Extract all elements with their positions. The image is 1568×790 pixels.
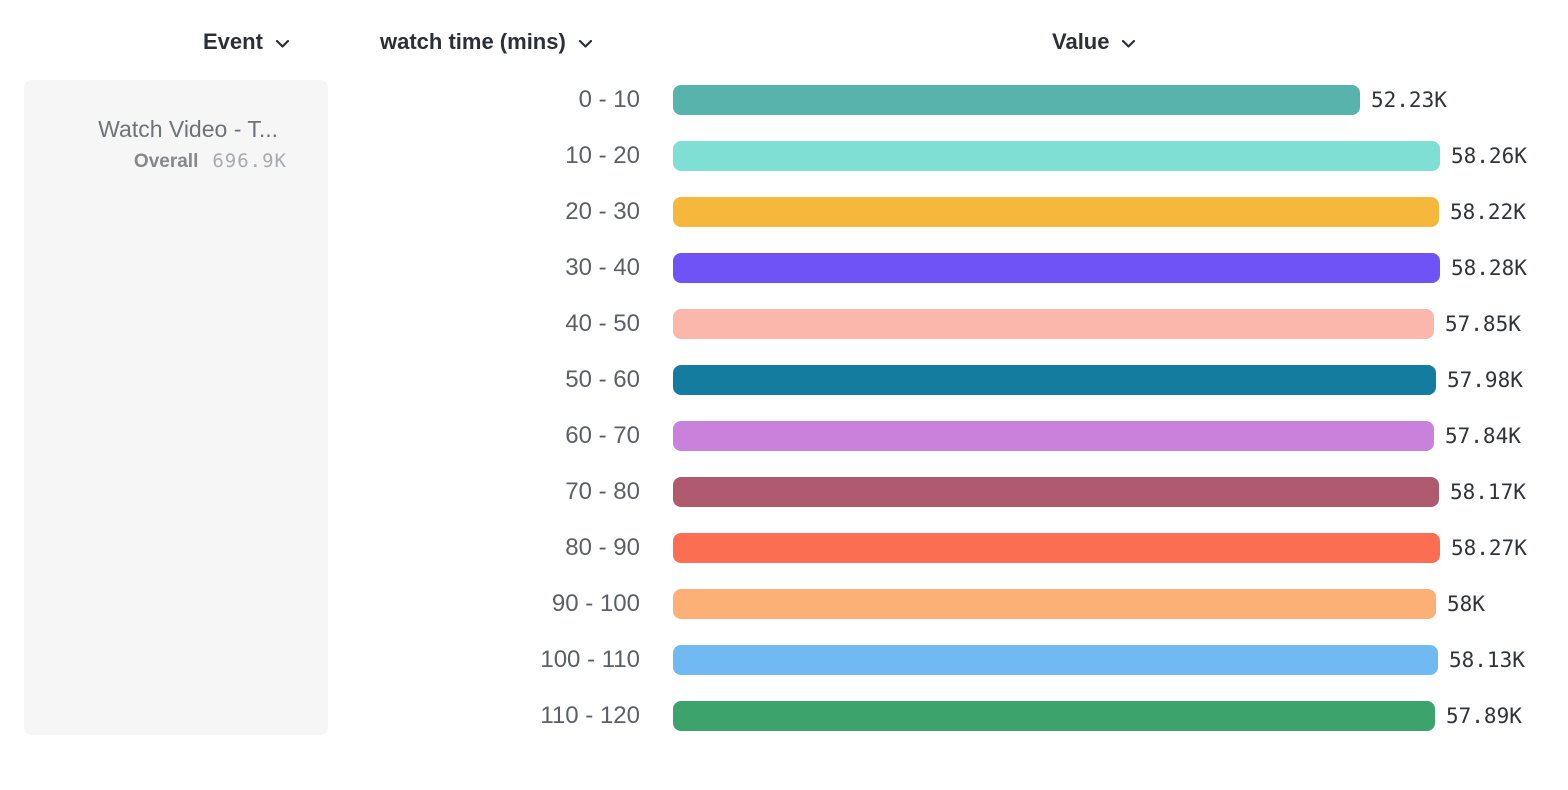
bucket-label: 110 - 120 <box>540 702 640 729</box>
bar-chart: 0 - 10 52.23K 10 - 20 58.26K 20 - 30 58.… <box>0 72 1568 744</box>
bar-track: 58.22K <box>673 197 1568 227</box>
value-label: 58.13K <box>1449 648 1525 672</box>
bar-row: 100 - 110 58.13K <box>0 632 1568 688</box>
value-label: 52.23K <box>1371 88 1447 112</box>
event-card[interactable]: Watch Video - T... Overall 696.9K <box>24 80 328 735</box>
bucket-label: 10 - 20 <box>565 142 640 169</box>
chevron-down-icon <box>1121 39 1136 49</box>
bucket-label: 60 - 70 <box>565 422 640 449</box>
bucket-label: 80 - 90 <box>565 534 640 561</box>
bar-row: 70 - 80 58.17K <box>0 464 1568 520</box>
value-column-label: Value <box>1052 29 1110 54</box>
value-bar[interactable] <box>673 197 1439 227</box>
value-bar[interactable] <box>673 253 1440 283</box>
value-column-dropdown[interactable]: Value <box>1052 26 1136 58</box>
value-label: 57.89K <box>1446 704 1522 728</box>
value-label: 57.85K <box>1445 312 1521 336</box>
bar-track: 52.23K <box>673 85 1568 115</box>
bar-track: 58.26K <box>673 141 1568 171</box>
bar-row: 20 - 30 58.22K <box>0 184 1568 240</box>
value-bar[interactable] <box>673 309 1434 339</box>
value-bar[interactable] <box>673 645 1438 675</box>
bar-track: 58.27K <box>673 533 1568 563</box>
value-bar[interactable] <box>673 477 1439 507</box>
bar-track: 57.89K <box>673 701 1568 731</box>
value-bar[interactable] <box>673 421 1434 451</box>
event-column-label: Event <box>203 29 263 54</box>
value-label: 57.98K <box>1447 368 1523 392</box>
value-label: 58.17K <box>1450 480 1526 504</box>
value-label: 58.27K <box>1451 536 1527 560</box>
value-bar[interactable] <box>673 533 1440 563</box>
value-bar[interactable] <box>673 365 1436 395</box>
value-label: 58.28K <box>1451 256 1527 280</box>
bucket-label: 90 - 100 <box>551 590 640 617</box>
value-label: 58K <box>1447 592 1485 616</box>
bar-row: 10 - 20 58.26K <box>0 128 1568 184</box>
event-column-dropdown[interactable]: Event <box>203 26 290 58</box>
breakdown-column-dropdown[interactable]: watch time (mins) <box>380 26 593 58</box>
bucket-label: 40 - 50 <box>565 310 640 337</box>
bar-track: 57.85K <box>673 309 1568 339</box>
bucket-label: 100 - 110 <box>540 646 640 673</box>
bucket-label: 50 - 60 <box>565 366 640 393</box>
overall-row: Overall 696.9K <box>24 150 328 173</box>
overall-value: 696.9K <box>212 150 287 172</box>
value-label: 58.22K <box>1450 200 1526 224</box>
bar-row: 50 - 60 57.98K <box>0 352 1568 408</box>
bar-track: 58K <box>673 589 1568 619</box>
bar-row: 80 - 90 58.27K <box>0 520 1568 576</box>
event-title: Watch Video - T... <box>98 116 278 142</box>
bucket-label: 70 - 80 <box>565 478 640 505</box>
bar-track: 58.13K <box>673 645 1568 675</box>
value-bar[interactable] <box>673 141 1440 171</box>
value-bar[interactable] <box>673 589 1436 619</box>
bucket-label: 20 - 30 <box>565 198 640 225</box>
breakdown-column-label: watch time (mins) <box>380 29 566 54</box>
bar-track: 58.17K <box>673 477 1568 507</box>
bar-track: 58.28K <box>673 253 1568 283</box>
value-label: 57.84K <box>1445 424 1521 448</box>
bar-row: 110 - 120 57.89K <box>0 688 1568 744</box>
overall-label: Overall <box>133 151 199 172</box>
bar-row: 90 - 100 58K <box>0 576 1568 632</box>
bar-track: 57.98K <box>673 365 1568 395</box>
value-bar[interactable] <box>673 85 1360 115</box>
bar-track: 57.84K <box>673 421 1568 451</box>
bucket-label: 30 - 40 <box>565 254 640 281</box>
bar-row: 0 - 10 52.23K <box>0 72 1568 128</box>
bar-row: 60 - 70 57.84K <box>0 408 1568 464</box>
bar-row: 40 - 50 57.85K <box>0 296 1568 352</box>
bar-row: 30 - 40 58.28K <box>0 240 1568 296</box>
value-label: 58.26K <box>1451 144 1527 168</box>
value-bar[interactable] <box>673 701 1435 731</box>
bucket-label: 0 - 10 <box>578 86 640 113</box>
chevron-down-icon <box>578 39 593 49</box>
chevron-down-icon <box>275 39 290 49</box>
